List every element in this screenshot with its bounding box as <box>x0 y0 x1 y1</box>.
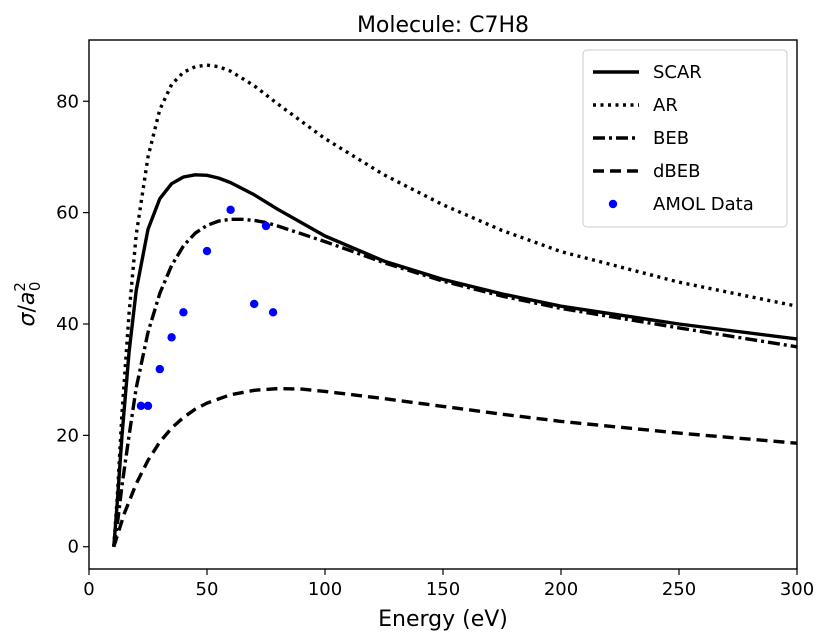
legend: SCAR AR BEB dBEB AMOL Data <box>582 49 788 228</box>
legend-label-scar: SCAR <box>653 62 702 83</box>
y-tick-label: 80 <box>56 91 79 112</box>
y-tick-label: 40 <box>56 314 79 335</box>
legend-box <box>582 49 788 228</box>
legend-label-beb: BEB <box>653 128 689 149</box>
series-line-ar <box>112 63 797 547</box>
x-tick-label: 50 <box>196 579 219 600</box>
x-tick-label: 300 <box>780 579 814 600</box>
data-point-amol-data <box>155 364 164 374</box>
series-line-beb <box>112 217 797 547</box>
data-point-amol-data <box>143 401 153 411</box>
chart-title: Molecule: C7H8 <box>357 13 529 38</box>
legend-label-amol-data: AMOL Data <box>653 194 754 215</box>
legend-marker-amol-data <box>608 199 618 209</box>
legend-label-dbeb: dBEB <box>653 161 701 182</box>
data-point-amol-data <box>202 246 212 256</box>
x-axis-label: Energy (eV) <box>378 607 508 632</box>
data-point-amol-data <box>136 401 146 411</box>
series-line-dbeb <box>112 386 797 548</box>
x-tick-label: 100 <box>308 579 342 600</box>
data-point-amol-data <box>179 308 188 317</box>
x-axis-ticks: 0 50 100 150 200 250 300 <box>83 569 814 600</box>
y-tick-label: 0 <box>68 537 79 558</box>
y-axis-label: σ/a20 <box>11 282 44 327</box>
data-point-amol-data <box>261 221 271 231</box>
data-point-amol-data <box>167 333 176 342</box>
y-axis-ticks: 0 20 40 60 80 <box>56 91 89 558</box>
series-line-scar <box>112 173 797 547</box>
series-layer <box>112 63 797 548</box>
x-tick-label: 150 <box>426 579 460 600</box>
x-tick-label: 250 <box>662 579 696 600</box>
y-tick-label: 20 <box>56 425 79 446</box>
data-point-amol-data <box>250 299 259 309</box>
legend-label-ar: AR <box>653 95 678 116</box>
data-point-amol-data <box>226 205 235 215</box>
x-tick-label: 200 <box>544 579 578 600</box>
data-point-amol-data <box>268 308 278 317</box>
y-tick-label: 60 <box>56 203 79 224</box>
x-tick-label: 0 <box>83 579 94 600</box>
